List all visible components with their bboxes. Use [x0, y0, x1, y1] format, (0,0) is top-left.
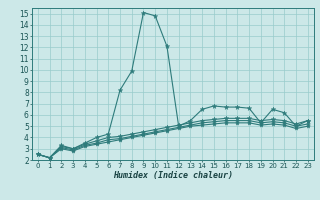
X-axis label: Humidex (Indice chaleur): Humidex (Indice chaleur) — [113, 171, 233, 180]
